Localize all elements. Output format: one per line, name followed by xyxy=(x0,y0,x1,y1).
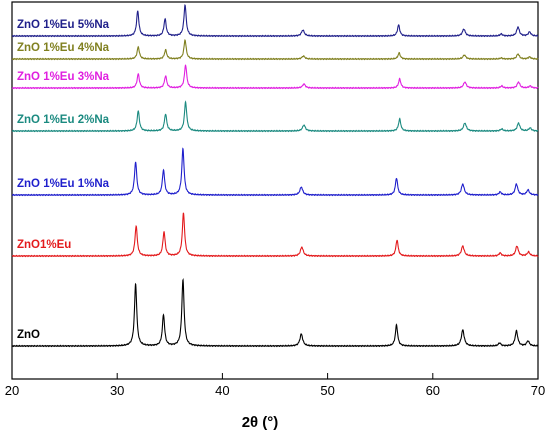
series-label-5: ZnO 1%Eu 4%Na xyxy=(17,42,110,54)
x-tick-label-60: 60 xyxy=(426,383,440,398)
series-label-6: ZnO 1%Eu 5%Na xyxy=(17,19,110,31)
x-axis-ticks: 20 30 40 50 60 70 xyxy=(5,373,545,398)
series-label-2: ZnO 1%Eu 1%Na xyxy=(17,178,110,190)
x-tick-label-40: 40 xyxy=(215,383,229,398)
x-axis-title: 2θ (°) xyxy=(242,414,279,431)
x-tick-label-50: 50 xyxy=(320,383,334,398)
series-labels: ZnO ZnO1%Eu ZnO 1%Eu 1%Na ZnO 1%Eu 2%Na ZnO … xyxy=(17,19,110,341)
x-tick-label-70: 70 xyxy=(531,383,545,398)
series-label-3: ZnO 1%Eu 2%Na xyxy=(17,114,110,126)
series-line-1 xyxy=(11,212,539,258)
series-label-1: ZnO1%Eu xyxy=(17,239,71,251)
series-label-4: ZnO 1%Eu 3%Na xyxy=(17,71,110,83)
series-line-0 xyxy=(11,277,539,348)
plot-frame xyxy=(11,1,539,380)
x-tick-label-20: 20 xyxy=(5,383,19,398)
series-line-4 xyxy=(11,64,539,90)
series-line-5 xyxy=(11,39,539,61)
x-tick-label-30: 30 xyxy=(110,383,124,398)
series-line-2 xyxy=(11,147,539,197)
series-line-6 xyxy=(11,4,539,38)
series-line-3 xyxy=(11,100,539,133)
series-label-0: ZnO xyxy=(17,329,40,341)
series-traces xyxy=(11,4,539,348)
